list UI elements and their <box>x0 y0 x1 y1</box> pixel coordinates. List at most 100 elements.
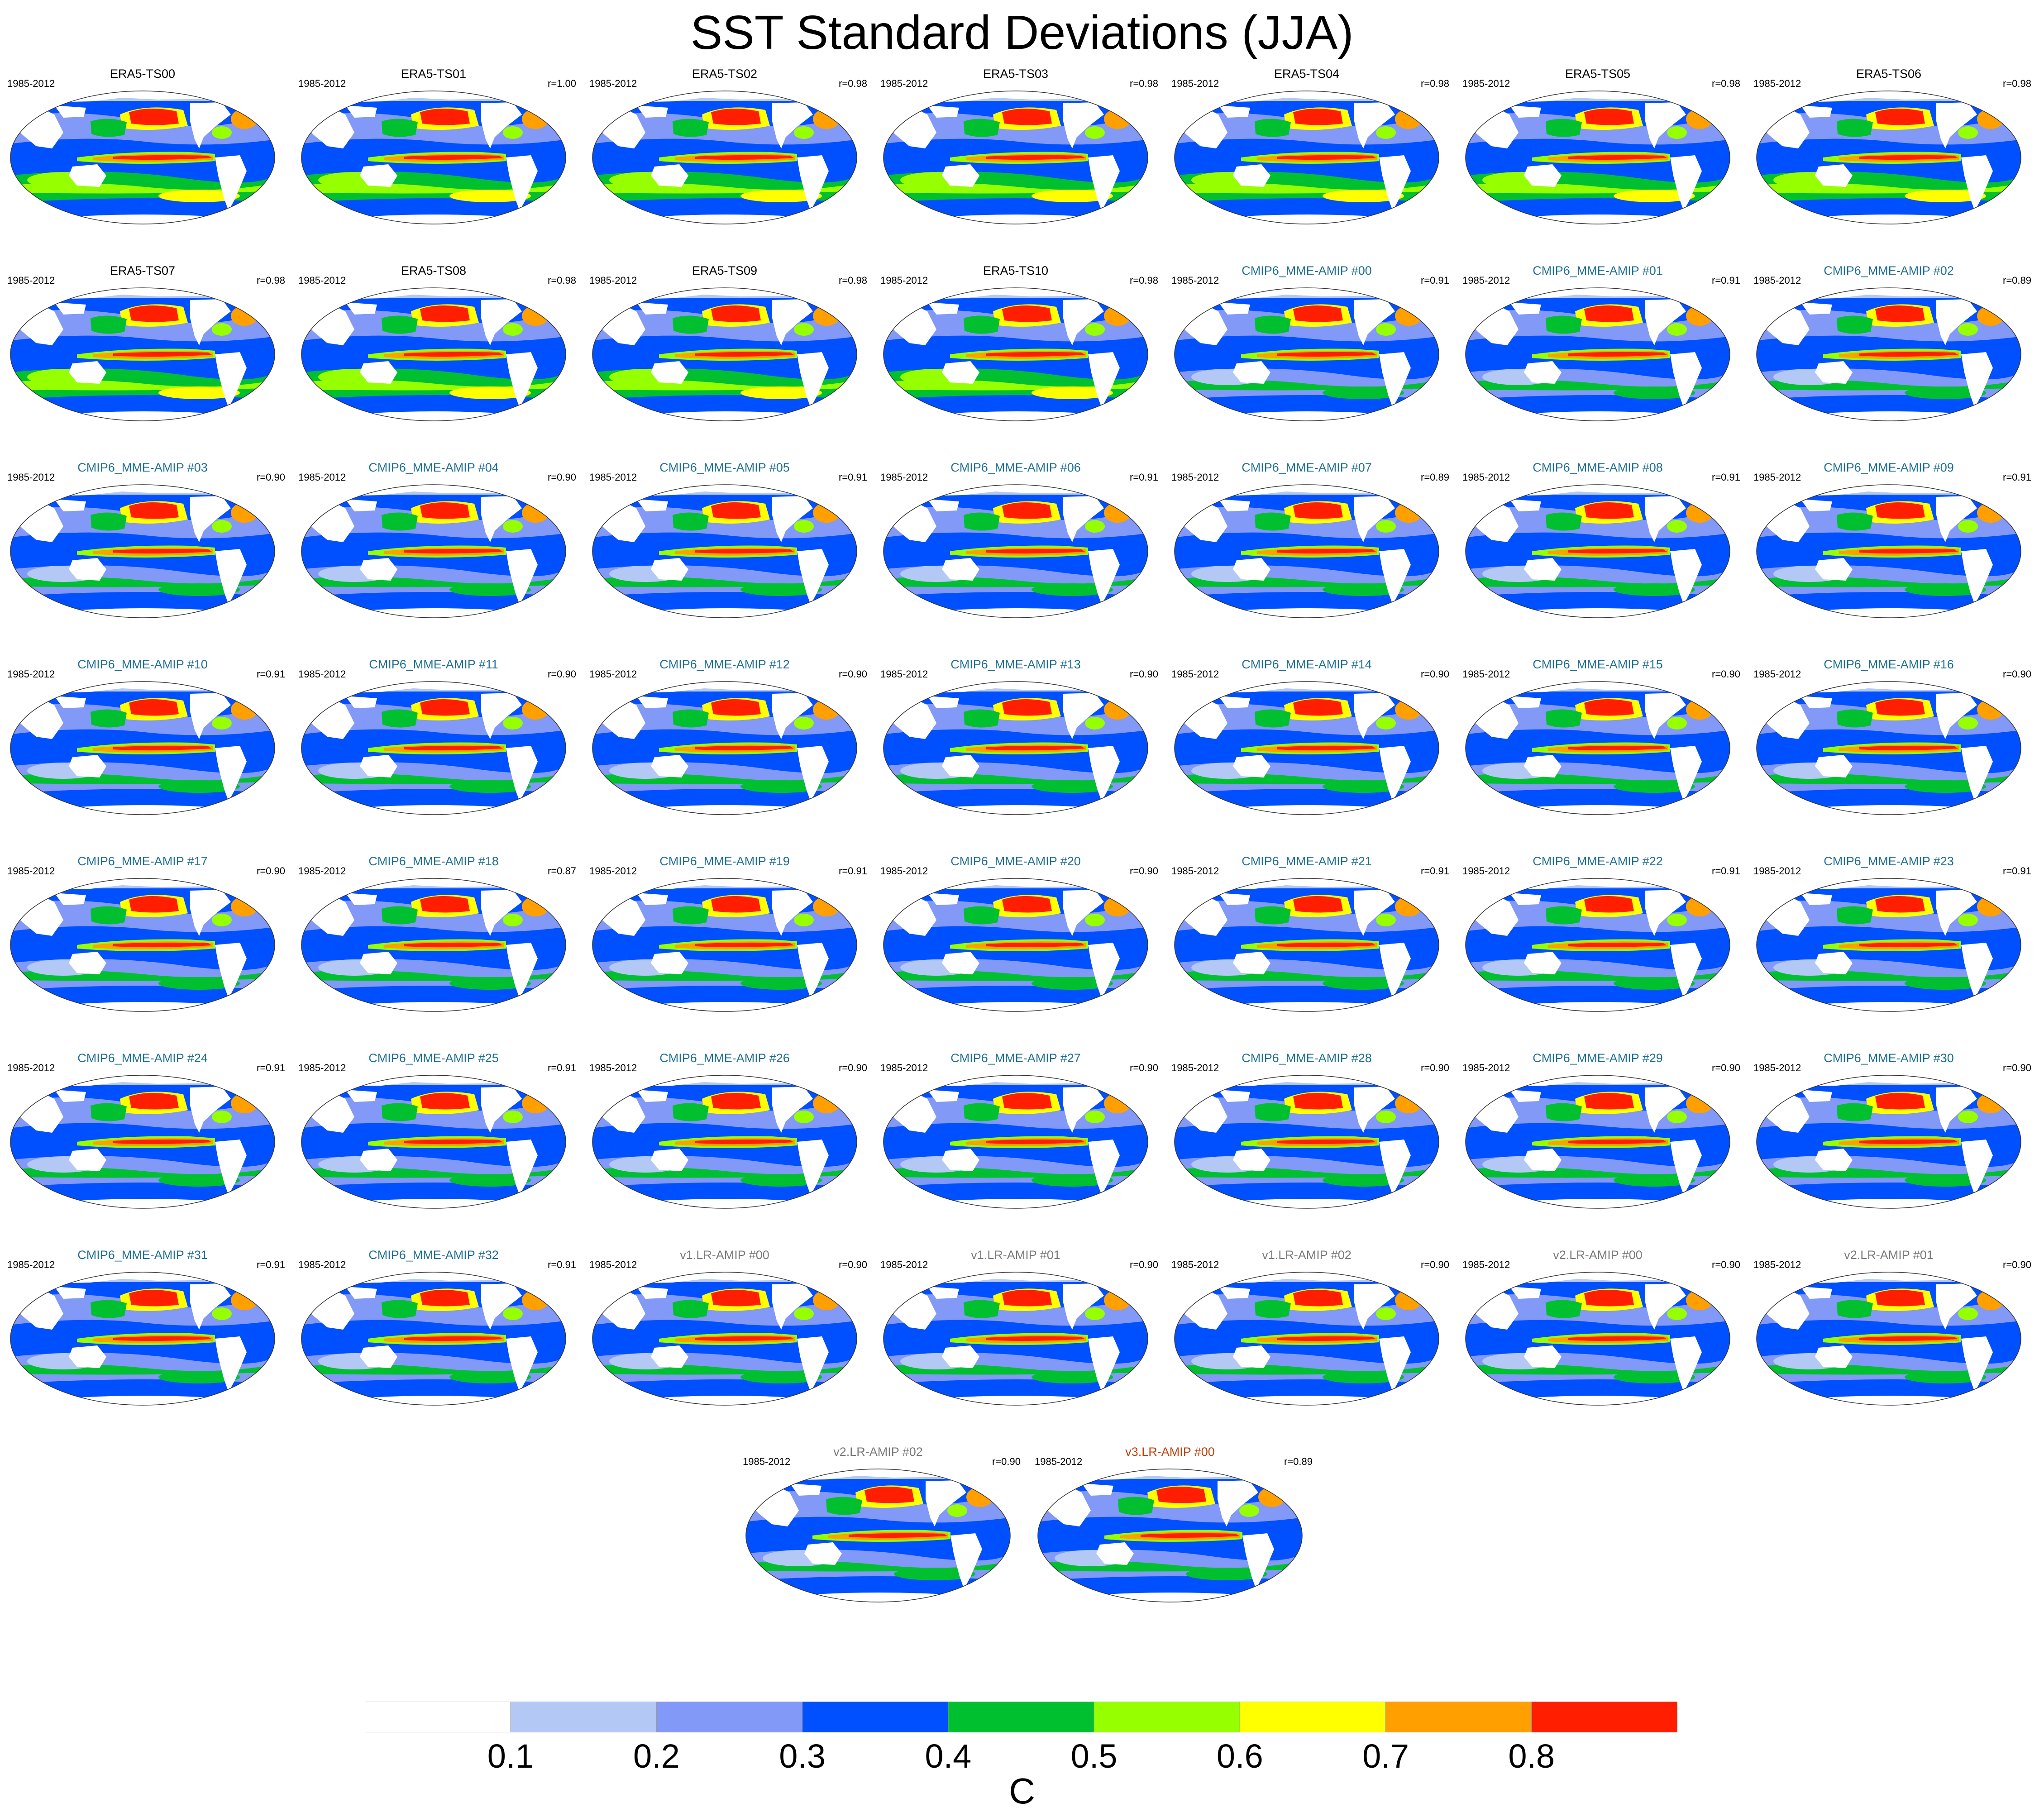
panel-period: 1985-2012 <box>880 1259 928 1270</box>
map-panel: CMIP6_MME-AMIP #06 1985-2012 r=0.91 <box>873 434 1158 618</box>
panel-title: ERA5-TS02 <box>692 67 758 81</box>
map-panel: CMIP6_MME-AMIP #12 1985-2012 r=0.90 <box>582 631 867 815</box>
sst-map <box>301 1075 566 1209</box>
panel-correlation: r=0.90 <box>2003 668 2031 680</box>
panel-period: 1985-2012 <box>7 472 55 483</box>
panel-period: 1985-2012 <box>1462 1259 1510 1270</box>
panel-title: CMIP6_MME-AMIP #32 <box>368 1248 499 1262</box>
colorbar-swatch <box>1385 1702 1532 1732</box>
panel-period: 1985-2012 <box>7 1259 55 1270</box>
sst-map <box>592 878 857 1012</box>
map-panel: v1.LR-AMIP #00 1985-2012 r=0.90 <box>582 1222 867 1406</box>
panel-title: CMIP6_MME-AMIP #05 <box>659 461 790 474</box>
panel-period: 1985-2012 <box>589 275 637 286</box>
map-panel: CMIP6_MME-AMIP #13 1985-2012 r=0.90 <box>873 631 1158 815</box>
panel-correlation: r=0.91 <box>2003 865 2031 877</box>
panel-correlation: r=0.91 <box>1712 472 1740 483</box>
panel-title: v2.LR-AMIP #01 <box>1844 1248 1934 1262</box>
panel-period: 1985-2012 <box>743 1456 791 1467</box>
panel-correlation: r=0.89 <box>2003 275 2031 286</box>
panel-correlation: r=0.98 <box>839 78 867 89</box>
panel-correlation: r=0.87 <box>548 865 576 877</box>
sst-map <box>1756 681 2021 815</box>
panel-period: 1985-2012 <box>1753 472 1801 483</box>
panel-title: CMIP6_MME-AMIP #14 <box>1242 658 1372 671</box>
panel-correlation: r=0.98 <box>257 275 285 286</box>
panel-title: CMIP6_MME-AMIP #20 <box>950 854 1081 868</box>
panel-correlation: r=0.91 <box>1421 865 1449 877</box>
sst-map <box>883 878 1148 1012</box>
panel-period: 1985-2012 <box>7 275 55 286</box>
map-panel: CMIP6_MME-AMIP #01 1985-2012 r=0.91 <box>1455 238 1740 421</box>
panel-title: ERA5-TS10 <box>983 264 1049 277</box>
sst-map <box>10 681 275 815</box>
panel-period: 1985-2012 <box>298 78 346 89</box>
map-panel: v3.LR-AMIP #00 1985-2012 r=0.89 <box>1027 1419 1313 1602</box>
sst-map <box>1174 1272 1439 1406</box>
panel-title: CMIP6_MME-AMIP #06 <box>950 461 1081 474</box>
colorbar-swatch <box>1239 1702 1386 1732</box>
sst-map <box>883 484 1148 618</box>
panel-title: CMIP6_MME-AMIP #30 <box>1824 1051 1954 1065</box>
panel-period: 1985-2012 <box>880 1062 928 1073</box>
panel-title: CMIP6_MME-AMIP #09 <box>1824 461 1954 474</box>
panel-correlation: r=0.90 <box>1130 865 1158 877</box>
panel-title: CMIP6_MME-AMIP #28 <box>1242 1051 1372 1065</box>
panel-period: 1985-2012 <box>298 668 346 680</box>
panel-correlation: r=0.98 <box>1712 78 1740 89</box>
colorbar <box>365 1702 1677 1732</box>
sst-map <box>1756 1272 2021 1406</box>
panel-correlation: r=0.91 <box>2003 472 2031 483</box>
panel-correlation: r=0.91 <box>257 668 285 680</box>
panel-period: 1985-2012 <box>298 1062 346 1073</box>
map-panel: CMIP6_MME-AMIP #11 1985-2012 r=0.90 <box>291 631 576 815</box>
panel-correlation: r=0.90 <box>257 865 285 877</box>
sst-map <box>1465 484 1730 618</box>
panel-period: 1985-2012 <box>7 668 55 680</box>
panel-period: 1985-2012 <box>589 1259 637 1270</box>
map-panel: CMIP6_MME-AMIP #07 1985-2012 r=0.89 <box>1164 434 1449 618</box>
map-panel: CMIP6_MME-AMIP #00 1985-2012 r=0.91 <box>1164 238 1449 421</box>
sst-map <box>1465 287 1730 421</box>
sst-map <box>883 287 1148 421</box>
sst-map <box>1756 1075 2021 1209</box>
panel-title: ERA5-TS04 <box>1274 67 1340 81</box>
colorbar-tick-label: 0.1 <box>487 1737 534 1775</box>
panel-correlation: r=0.89 <box>1421 472 1449 483</box>
panel-title: ERA5-TS07 <box>110 264 176 277</box>
panel-correlation: r=0.90 <box>839 1259 867 1270</box>
panel-title: CMIP6_MME-AMIP #29 <box>1533 1051 1663 1065</box>
map-panel: ERA5-TS10 1985-2012 r=0.98 <box>873 238 1158 421</box>
colorbar-swatch <box>510 1702 657 1732</box>
colorbar-tick-label: 0.7 <box>1362 1737 1409 1775</box>
panel-correlation: r=0.90 <box>2003 1259 2031 1270</box>
sst-map <box>1174 878 1439 1012</box>
panel-title: ERA5-TS00 <box>110 67 176 81</box>
sst-map <box>10 484 275 618</box>
sst-map <box>1756 91 2021 224</box>
map-panel: CMIP6_MME-AMIP #29 1985-2012 r=0.90 <box>1455 1025 1740 1209</box>
panel-correlation: r=0.90 <box>1130 1062 1158 1073</box>
panel-period: 1985-2012 <box>1462 472 1510 483</box>
panel-correlation: r=0.91 <box>548 1259 576 1270</box>
sst-map <box>301 1272 566 1406</box>
panel-period: 1985-2012 <box>1462 275 1510 286</box>
panel-period: 1985-2012 <box>589 78 637 89</box>
sst-map <box>301 681 566 815</box>
colorbar-tick-label: 0.5 <box>1070 1737 1118 1775</box>
panel-title: v3.LR-AMIP #00 <box>1125 1445 1215 1459</box>
sst-map <box>301 287 566 421</box>
panel-title: CMIP6_MME-AMIP #01 <box>1533 264 1663 277</box>
map-panel: ERA5-TS00 1985-2012 <box>0 41 285 224</box>
map-panel: CMIP6_MME-AMIP #32 1985-2012 r=0.91 <box>291 1222 576 1406</box>
panel-period: 1985-2012 <box>1171 472 1219 483</box>
map-panel: CMIP6_MME-AMIP #10 1985-2012 r=0.91 <box>0 631 285 815</box>
panel-correlation: r=0.98 <box>1421 78 1449 89</box>
map-panel: v2.LR-AMIP #01 1985-2012 r=0.90 <box>1746 1222 2031 1406</box>
map-panel: ERA5-TS03 1985-2012 r=0.98 <box>873 41 1158 224</box>
panel-period: 1985-2012 <box>1753 78 1801 89</box>
panel-correlation: r=0.90 <box>992 1456 1021 1467</box>
panel-title: v2.LR-AMIP #00 <box>1553 1248 1643 1262</box>
colorbar-swatch <box>802 1702 949 1732</box>
panel-title: CMIP6_MME-AMIP #11 <box>369 658 498 671</box>
